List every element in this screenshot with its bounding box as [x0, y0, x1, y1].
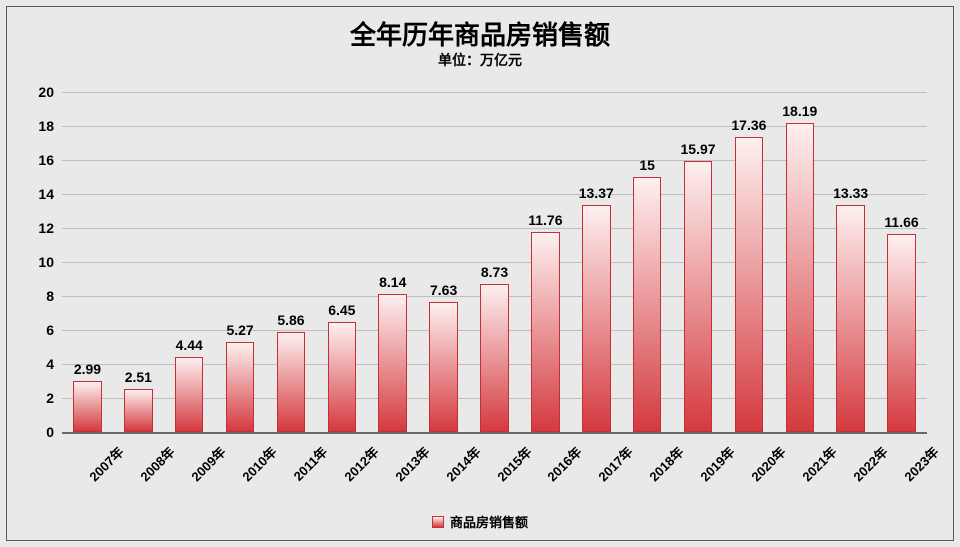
bar [328, 322, 356, 432]
bar-value-label: 15.97 [680, 141, 715, 157]
x-tick-label: 2009年 [187, 442, 230, 485]
bar-value-label: 18.19 [782, 103, 817, 119]
x-tick-label: 2023年 [899, 442, 942, 485]
x-tick-label: 2008年 [136, 442, 179, 485]
chart-title: 全年历年商品房销售额 [7, 15, 953, 52]
bar-value-label: 15 [639, 157, 655, 173]
bar [531, 232, 559, 432]
y-tick-label: 14 [38, 186, 54, 202]
x-tick-label: 2012年 [339, 442, 382, 485]
y-tick-label: 4 [46, 356, 54, 372]
y-tick-label: 0 [46, 424, 54, 440]
bar-value-label: 5.27 [226, 322, 253, 338]
y-tick-label: 2 [46, 390, 54, 406]
bar-value-label: 17.36 [731, 117, 766, 133]
x-tick-label: 2015年 [492, 442, 535, 485]
bar [887, 234, 915, 432]
bar-value-label: 11.66 [884, 214, 918, 230]
title-block: 全年历年商品房销售额 单位：万亿元 [7, 7, 953, 70]
y-tick-label: 6 [46, 322, 54, 338]
bar-value-label: 11.76 [528, 212, 562, 228]
y-tick-label: 8 [46, 288, 54, 304]
x-tick-label: 2019年 [695, 442, 738, 485]
bar [735, 137, 763, 432]
legend: 商品房销售额 [7, 512, 953, 531]
chart-subtitle: 单位：万亿元 [7, 50, 953, 70]
bar-value-label: 8.73 [481, 264, 508, 280]
x-tick-label: 2020年 [746, 442, 789, 485]
bar-value-label: 2.99 [74, 361, 101, 377]
bar [175, 357, 203, 432]
x-tick-label: 2017年 [594, 442, 637, 485]
x-tick-label: 2021年 [797, 442, 840, 485]
bar [684, 161, 712, 432]
bar-value-label: 13.37 [579, 185, 614, 201]
bar [277, 332, 305, 432]
y-tick-label: 10 [38, 254, 54, 270]
x-tick-label: 2010年 [237, 442, 280, 485]
bar [73, 381, 101, 432]
bar [429, 302, 457, 432]
x-tick-label: 2022年 [848, 442, 891, 485]
bar [480, 284, 508, 432]
bar [226, 342, 254, 432]
bar [124, 389, 152, 432]
bar-value-label: 7.63 [430, 282, 457, 298]
x-tick-label: 2018年 [644, 442, 687, 485]
bar [633, 177, 661, 432]
x-tick-label: 2011年 [288, 442, 331, 485]
x-tick-label: 2014年 [441, 442, 484, 485]
bar [836, 205, 864, 432]
x-tick-label: 2007年 [85, 442, 128, 485]
gridline [62, 92, 927, 93]
x-axis-line [62, 432, 927, 434]
legend-label: 商品房销售额 [450, 512, 528, 531]
plot-area: 024681012141618202.992007年2.512008年4.442… [62, 92, 927, 432]
x-tick-label: 2016年 [543, 442, 586, 485]
y-tick-label: 12 [38, 220, 54, 236]
y-tick-label: 16 [38, 152, 54, 168]
bar-value-label: 4.44 [176, 337, 203, 353]
y-tick-label: 20 [38, 84, 54, 100]
x-tick-label: 2013年 [390, 442, 433, 485]
bar [582, 205, 610, 432]
bar [786, 123, 814, 432]
legend-swatch [432, 516, 444, 528]
bar-value-label: 13.33 [833, 185, 868, 201]
bar-value-label: 5.86 [277, 312, 304, 328]
legend-item: 商品房销售额 [432, 512, 528, 531]
bar [378, 294, 406, 432]
bar-value-label: 8.14 [379, 274, 406, 290]
bar-value-label: 2.51 [125, 369, 152, 385]
y-tick-label: 18 [38, 118, 54, 134]
bar-value-label: 6.45 [328, 302, 355, 318]
chart-card: 全年历年商品房销售额 单位：万亿元 024681012141618202.992… [6, 6, 954, 541]
